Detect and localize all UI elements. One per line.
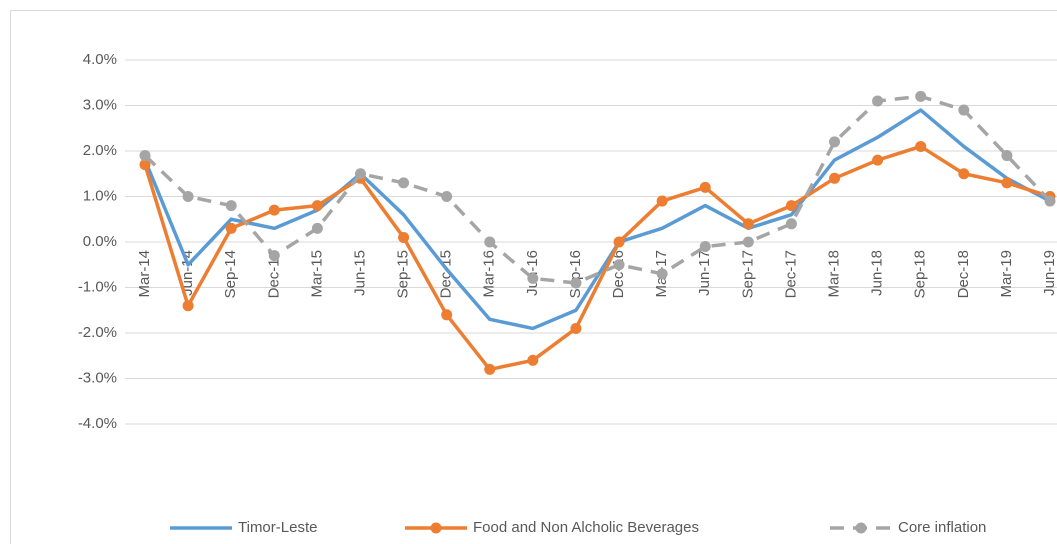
series-marker <box>1044 195 1056 207</box>
series-marker <box>872 154 884 166</box>
series-line <box>143 94 1052 285</box>
series-marker <box>398 177 410 189</box>
series-marker <box>613 236 625 248</box>
series-marker <box>139 150 151 162</box>
x-tick-label: Jun-18 <box>869 250 886 296</box>
x-tick-label: Sep-15 <box>395 250 412 298</box>
series-marker <box>182 300 194 312</box>
x-tick-label: Sep-16 <box>567 250 584 298</box>
legend-label: Food and Non Alcholic Beverages <box>473 519 699 536</box>
series-marker <box>182 191 194 202</box>
series-marker <box>915 90 927 102</box>
series-marker <box>268 204 280 216</box>
series-marker <box>829 136 841 148</box>
series-marker <box>527 272 539 284</box>
series-marker <box>225 222 237 234</box>
series-marker <box>225 200 237 212</box>
series-marker <box>785 218 797 230</box>
x-tick-label: Mar-16 <box>481 250 498 298</box>
x-tick-label: Mar-14 <box>136 250 153 298</box>
series-marker <box>1001 150 1013 162</box>
series-marker <box>527 354 539 366</box>
series-marker <box>398 231 410 243</box>
series-marker <box>441 191 453 202</box>
y-tick-label: -1.0% <box>78 278 117 295</box>
series-marker <box>785 200 797 212</box>
y-tick-label: 1.0% <box>83 187 117 204</box>
series-marker <box>570 277 582 289</box>
x-tick-label: Sep-18 <box>912 250 929 298</box>
series-marker <box>1001 177 1013 189</box>
x-tick-label: Dec-17 <box>782 250 799 298</box>
legend-label: Core inflation <box>898 519 986 536</box>
series-marker <box>311 222 323 234</box>
y-tick-label: 0.0% <box>83 233 117 250</box>
series-marker <box>742 218 754 230</box>
series-marker <box>742 236 754 248</box>
series-marker <box>484 236 496 248</box>
y-tick-label: 4.0% <box>83 51 117 68</box>
series-marker <box>441 309 453 321</box>
series-marker <box>354 168 366 180</box>
y-tick-label: 3.0% <box>83 96 117 113</box>
series-marker <box>484 363 496 375</box>
series-line <box>143 108 1051 331</box>
series-marker <box>268 250 280 262</box>
x-tick-label: Jun-19 <box>1041 250 1057 296</box>
series-marker <box>872 95 884 107</box>
series-marker <box>656 195 668 207</box>
series-marker <box>915 140 927 152</box>
series-marker <box>958 104 970 116</box>
legend-label: Timor-Leste <box>238 519 317 536</box>
series-line <box>143 144 1051 372</box>
y-tick-label: -3.0% <box>78 369 117 386</box>
series-marker <box>311 200 323 212</box>
series-marker <box>656 268 668 280</box>
x-tick-label: Sep-14 <box>222 250 239 298</box>
series-marker <box>829 172 841 184</box>
series-marker <box>699 241 711 253</box>
series-marker <box>139 159 151 171</box>
y-tick-label: 2.0% <box>83 142 117 159</box>
series-marker <box>570 322 582 334</box>
series-marker <box>699 181 711 193</box>
legend-marker <box>855 522 867 534</box>
x-tick-label: Sep-17 <box>739 250 756 298</box>
x-tick-label: Jun-17 <box>696 250 713 296</box>
x-tick-label: Mar-19 <box>998 250 1015 298</box>
x-tick-label: Mar-15 <box>308 250 325 298</box>
y-tick-label: -4.0% <box>78 415 117 432</box>
y-tick-label: -2.0% <box>78 324 117 341</box>
x-tick-label: Jun-15 <box>351 250 368 296</box>
legend-marker <box>430 522 442 534</box>
x-tick-label: Dec-14 <box>265 250 282 298</box>
x-tick-label: Dec-18 <box>955 250 972 298</box>
series-marker <box>613 259 625 271</box>
x-tick-label: Mar-18 <box>825 250 842 298</box>
series-marker <box>958 168 970 180</box>
